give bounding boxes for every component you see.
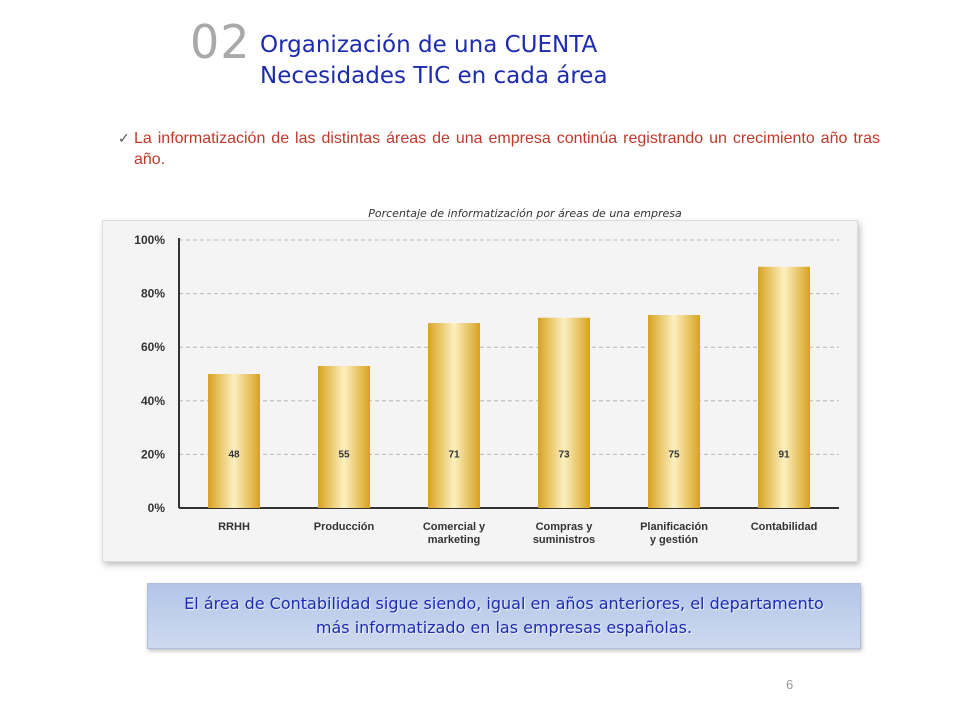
- x-tick-label: Producción: [314, 521, 375, 533]
- chart-frame: 0% 20% 40% 60% 80% 100% 48 RRHH 55 Producción 71 Co…: [102, 220, 858, 562]
- bullet-item: ✓ La informatización de las distintas ár…: [118, 128, 880, 170]
- check-icon: ✓: [118, 130, 130, 146]
- x-tick-label: Planificación: [640, 521, 708, 533]
- bar: [318, 365, 370, 508]
- data-label: 55: [338, 449, 350, 460]
- bar-chart: 0% 20% 40% 60% 80% 100% 48 RRHH 55 Producción 71 Co…: [134, 233, 839, 546]
- x-tick-label: RRHH: [218, 521, 250, 533]
- x-tick-label: suministros: [533, 534, 595, 546]
- y-tick-label: 80%: [141, 287, 165, 301]
- data-label: 71: [448, 449, 460, 460]
- title-line-2: Necesidades TIC en cada área: [260, 63, 608, 89]
- y-tick-label: 0%: [148, 501, 166, 515]
- data-label: 75: [668, 449, 680, 460]
- bar: [428, 323, 480, 508]
- x-tick-label: marketing: [428, 534, 481, 546]
- chart-title: Porcentaje de informatización por áreas …: [368, 207, 682, 220]
- bar: [538, 317, 590, 508]
- y-tick-label: 40%: [141, 394, 165, 408]
- conclusion-text: El área de Contabilidad sigue siendo, ig…: [184, 594, 824, 637]
- y-tick-label: 60%: [141, 340, 165, 354]
- x-tick-label: Compras y: [536, 521, 594, 533]
- x-tick-label: Comercial y: [423, 521, 486, 533]
- page-number: 6: [786, 677, 794, 692]
- data-label: 91: [778, 449, 790, 460]
- x-tick-label: Contabilidad: [751, 521, 818, 533]
- title-line-1: Organización de una CUENTA: [260, 32, 598, 58]
- bar: [648, 315, 700, 508]
- data-label: 48: [228, 449, 240, 460]
- y-tick-label: 20%: [141, 447, 165, 461]
- bar: [758, 266, 810, 508]
- bar: [208, 374, 260, 508]
- x-tick-label: y gestión: [650, 534, 699, 546]
- conclusion-box: El área de Contabilidad sigue siendo, ig…: [147, 583, 861, 649]
- y-tick-label: 100%: [134, 233, 165, 247]
- title-block: Organización de una CUENTA Necesidades T…: [260, 30, 608, 92]
- data-label: 73: [558, 449, 570, 460]
- bullet-text: La informatización de las distintas área…: [134, 130, 880, 168]
- slide-number: 02: [190, 15, 251, 69]
